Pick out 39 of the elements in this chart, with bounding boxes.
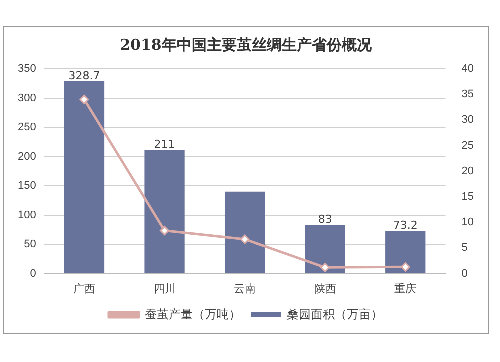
y-tick-label: 0: [30, 268, 36, 280]
x-tick-label: 云南: [234, 282, 256, 296]
y2-tick-label: 0: [462, 268, 468, 280]
y-tick-label: 350: [18, 63, 36, 76]
y2-tick-label: 25: [462, 140, 474, 152]
y2-tick-label: 15: [462, 191, 474, 204]
bar: [224, 192, 266, 274]
y-tick-label: 200: [18, 150, 36, 163]
point: [320, 262, 330, 272]
y2-tick-label: 20: [462, 165, 474, 178]
y-tick-label: 300: [18, 92, 36, 104]
bar: [144, 150, 185, 274]
x-tick-label: 四川: [154, 282, 176, 296]
x-tick-label: 广西: [73, 282, 96, 296]
data-label: 73.2: [393, 218, 418, 232]
y2-tick-label: 10: [462, 216, 474, 229]
data-label: 83: [318, 213, 332, 226]
bar: [305, 225, 346, 274]
y2-tick-label: 30: [462, 114, 474, 126]
chart-title: 2018年中国主要茧丝绸生产省份概况: [120, 36, 373, 54]
y2-tick-label: 35: [462, 88, 474, 101]
y2-tick-label: 5: [462, 242, 468, 254]
x-tick-label: 重庆: [394, 282, 417, 296]
y-tick-label: 100: [18, 209, 36, 222]
y-tick-label: 150: [18, 180, 36, 192]
legend-label: 蚕茧产量（万吨）: [145, 307, 241, 322]
point: [400, 262, 410, 272]
bar: [386, 230, 426, 274]
x-tick-label: 陕西: [314, 283, 336, 296]
y-tick-label: 50: [24, 238, 36, 251]
point: [240, 234, 250, 244]
legend-label: 桑园面积（万亩）: [287, 307, 383, 322]
y-tick-label: 250: [18, 122, 36, 134]
point: [80, 94, 90, 104]
point: [160, 226, 170, 236]
bar: [64, 81, 105, 274]
data-label: 211: [154, 138, 176, 152]
data-label: 328.7: [68, 69, 100, 82]
y2-tick-label: 40: [462, 63, 474, 76]
